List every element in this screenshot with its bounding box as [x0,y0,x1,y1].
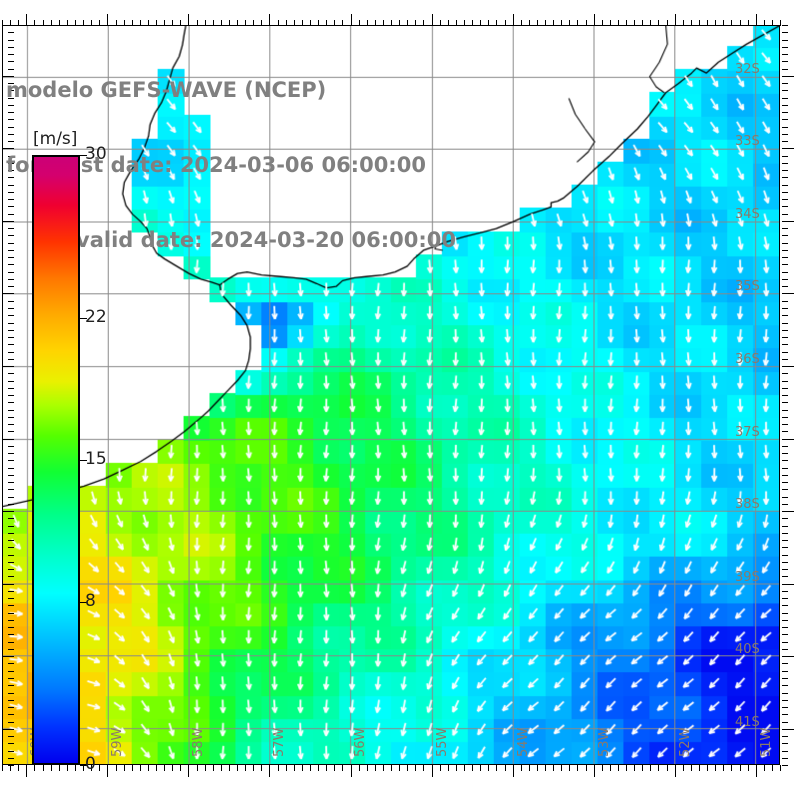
colorbar-tick-label: 8 [85,591,96,612]
wind-field-canvas [3,26,779,764]
colorbar-tick-label: 30 [85,144,107,164]
colorbar-tick [80,155,87,156]
top-axis-ticks [2,11,781,26]
map-plot-area[interactable] [2,25,780,765]
colorbar-tick [80,765,87,766]
bottom-axis-ticks [2,765,781,781]
colorbar-tick-label: 22 [85,306,107,327]
colorbar-tick-label: 0 [85,754,96,774]
colorbar-units-label: [m/s] [33,129,78,149]
colorbar-tick-label: 15 [85,449,107,469]
colorbar-tick [80,602,87,604]
colorbar-tick [80,460,87,461]
colorbar-gradient [32,155,80,765]
colorbar-tick [80,317,87,319]
right-axis-ticks [780,25,796,766]
